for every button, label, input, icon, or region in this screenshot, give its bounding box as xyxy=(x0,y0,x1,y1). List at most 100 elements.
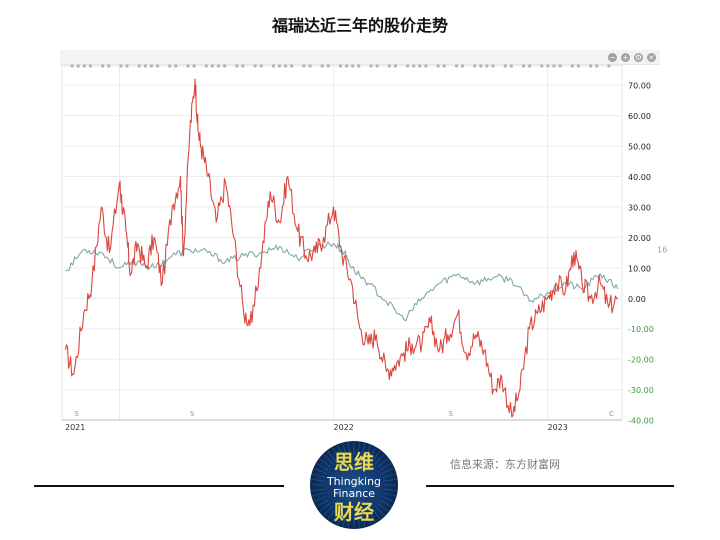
event-dot xyxy=(290,64,294,68)
event-dot xyxy=(149,64,153,68)
event-dot xyxy=(595,64,599,68)
right-edge-label: 16 xyxy=(657,246,667,255)
event-dot xyxy=(351,64,355,68)
event-dot xyxy=(174,64,178,68)
event-dot xyxy=(101,64,105,68)
event-dot xyxy=(509,64,513,68)
logo-bottom-text: 财经 xyxy=(334,500,374,524)
event-dot xyxy=(503,64,507,68)
event-dot xyxy=(473,64,477,68)
event-marker: S xyxy=(449,410,454,418)
event-dot xyxy=(186,64,190,68)
event-dot xyxy=(88,64,92,68)
event-dot xyxy=(479,64,483,68)
event-dot xyxy=(442,64,446,68)
divider-right xyxy=(426,485,674,487)
event-dot xyxy=(406,64,410,68)
event-dot xyxy=(284,64,288,68)
event-dot xyxy=(76,64,80,68)
event-dot xyxy=(253,64,257,68)
event-dot xyxy=(345,64,349,68)
event-marker: S xyxy=(190,410,195,418)
event-marker: C xyxy=(609,410,614,418)
y-tick-label: 50.00 xyxy=(628,143,651,152)
event-dot xyxy=(375,64,379,68)
event-dot xyxy=(223,64,227,68)
x-tick-label: 2022 xyxy=(333,423,353,432)
event-dot xyxy=(143,64,147,68)
event-dot xyxy=(82,64,86,68)
event-dot xyxy=(326,64,330,68)
event-dot xyxy=(216,64,221,68)
close-icon[interactable]: × xyxy=(647,53,656,62)
event-dot xyxy=(308,64,312,68)
y-tick-label: -20.00 xyxy=(628,356,654,365)
event-dot xyxy=(125,64,129,68)
event-dot xyxy=(393,64,397,68)
event-dot xyxy=(570,64,574,68)
event-dot xyxy=(589,64,593,68)
event-dot xyxy=(540,64,544,68)
event-dot xyxy=(192,64,196,68)
event-dot xyxy=(204,64,208,68)
event-dot xyxy=(607,64,611,68)
y-tick-label: -10.00 xyxy=(628,325,654,334)
minus-icon[interactable]: − xyxy=(608,53,617,62)
event-dot xyxy=(119,64,123,68)
event-dot xyxy=(338,64,343,68)
event-dot xyxy=(302,64,306,68)
event-dot xyxy=(357,64,361,68)
gear-icon[interactable]: ⚙ xyxy=(634,53,643,62)
y-tick-label: -30.00 xyxy=(628,386,654,395)
event-dot xyxy=(369,64,373,68)
event-dot xyxy=(418,64,422,68)
y-tick-label: 20.00 xyxy=(628,234,651,243)
event-dot xyxy=(454,64,458,68)
event-dot xyxy=(552,64,556,68)
event-dot xyxy=(387,64,391,68)
chart-toolbar: − + ⚙ × xyxy=(60,50,660,65)
event-dot xyxy=(235,64,239,68)
event-dot xyxy=(558,64,562,68)
event-marker: S xyxy=(74,410,79,418)
divider-left xyxy=(34,485,284,487)
event-dot xyxy=(424,64,428,68)
event-dot xyxy=(412,64,416,68)
x-tick-label: 2021 xyxy=(65,423,85,432)
chart-frame xyxy=(60,50,660,437)
event-dot xyxy=(168,64,172,68)
logo-en-line1: Thingking xyxy=(326,475,381,488)
event-dot xyxy=(107,64,111,68)
y-tick-label: 70.00 xyxy=(628,82,651,91)
plus-icon[interactable]: + xyxy=(621,53,630,62)
y-tick-label: 40.00 xyxy=(628,173,651,182)
thinking-finance-logo: 思维 Thingking Finance 财经 xyxy=(310,441,398,529)
event-dot xyxy=(485,64,489,68)
event-dot xyxy=(528,64,532,68)
y-tick-label: 30.00 xyxy=(628,203,651,212)
event-dot xyxy=(491,64,495,68)
logo-top-text: 思维 xyxy=(334,450,374,474)
event-dot xyxy=(460,64,465,68)
event-dot xyxy=(576,64,581,68)
event-dot xyxy=(137,64,141,68)
event-dot xyxy=(271,64,275,68)
source-note: 信息来源：东方财富网 xyxy=(450,458,560,471)
event-dot xyxy=(521,64,526,68)
event-dot xyxy=(277,64,282,68)
event-dot xyxy=(320,64,324,68)
event-dot xyxy=(155,64,160,68)
y-tick-label: 60.00 xyxy=(628,112,651,121)
event-dot xyxy=(70,64,74,68)
event-dot xyxy=(241,64,245,68)
y-tick-label: 10.00 xyxy=(628,264,651,273)
x-tick-label: 2023 xyxy=(548,423,568,432)
page-title: 福瑞达近三年的股价走势 xyxy=(271,16,448,35)
logo-en-line2: Finance xyxy=(333,487,375,500)
y-tick-label: -40.00 xyxy=(628,417,654,426)
event-dot xyxy=(210,64,214,68)
plot-border xyxy=(61,65,623,421)
event-dot xyxy=(546,64,550,68)
y-tick-label: 0.00 xyxy=(628,295,646,304)
